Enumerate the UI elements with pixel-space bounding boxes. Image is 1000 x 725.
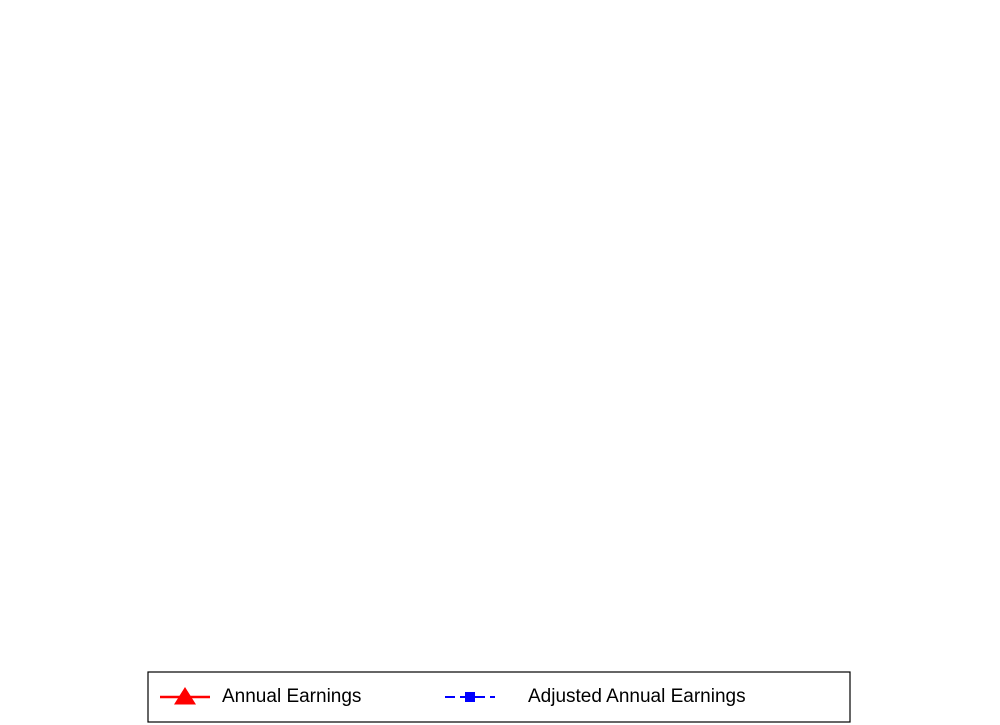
legend-box: [147, 671, 851, 723]
legend-label: Annual Earnings: [222, 686, 361, 707]
legend: Annual Earnings Adjusted Annual Earnings: [147, 671, 851, 723]
legend-marker: [465, 692, 475, 702]
legend-marker: [174, 687, 196, 705]
legend-label: Adjusted Annual Earnings: [528, 686, 746, 707]
